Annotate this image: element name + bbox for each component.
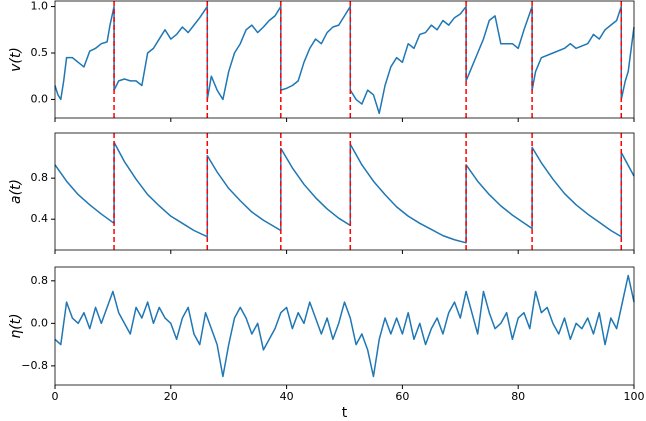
y-tick-label: 0.5 <box>31 46 49 59</box>
y-tick-label: 0.8 <box>31 171 49 184</box>
y-tick-label: 0.0 <box>31 92 49 105</box>
x-tick-label: 80 <box>511 390 525 403</box>
y-tick-label: 0.4 <box>31 212 49 225</box>
x-tick-label: 40 <box>280 390 294 403</box>
axes-frame <box>54 266 635 386</box>
line <box>54 274 635 378</box>
x-tick-label: 0 <box>52 390 59 403</box>
line <box>54 141 635 244</box>
axes-frame <box>54 132 635 251</box>
y-tick-label: 0.8 <box>31 274 49 287</box>
x-tick-label: 100 <box>624 390 645 403</box>
line <box>54 5 635 115</box>
y-axis-label: a(t) <box>8 179 24 204</box>
y-tick-label: 0.0 <box>31 316 49 329</box>
x-tick-label: 60 <box>395 390 409 403</box>
x-axis-label: t <box>342 405 348 421</box>
axes-frame <box>54 0 635 119</box>
y-axis-label: η(t) <box>8 313 24 338</box>
y-tick-label: −0.8 <box>21 359 48 372</box>
y-tick-label: 1.0 <box>31 0 49 13</box>
x-tick-label: 20 <box>164 390 178 403</box>
y-axis-label: v(t) <box>8 47 24 72</box>
